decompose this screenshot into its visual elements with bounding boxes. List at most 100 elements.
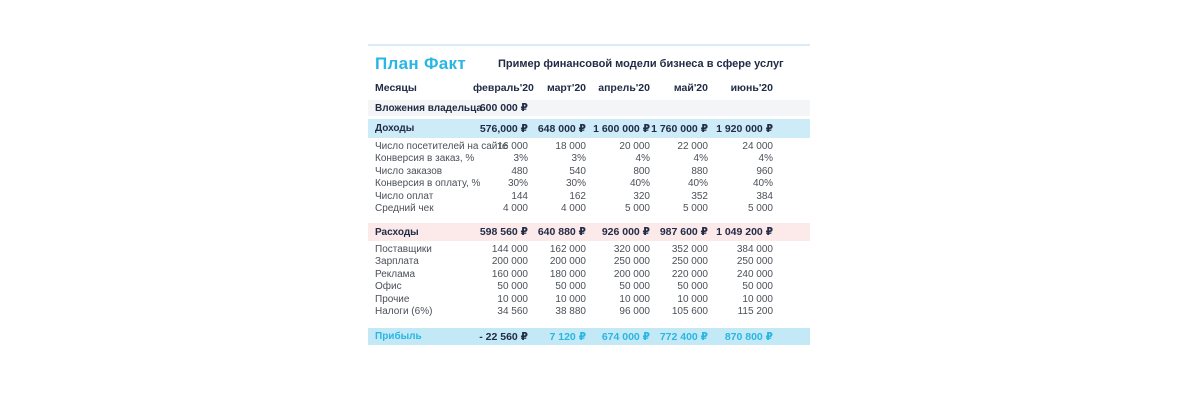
row-label: Число оплат (375, 190, 434, 202)
row-value: 926 000 ₽ (601, 226, 650, 238)
financial-model-sheet: План Факт Пример финансовой модели бизне… (368, 44, 810, 345)
row-value: 16 000 (497, 140, 528, 152)
row-value: 772 400 ₽ (659, 330, 708, 343)
row-value: 352 000 (671, 243, 708, 255)
row-value: 144 000 (491, 243, 528, 255)
row-value: 674 000 ₽ (601, 330, 650, 343)
row-value: 5 000 (747, 203, 773, 215)
row-value: 320 000 (613, 243, 650, 255)
row-label: Расходы (375, 226, 419, 238)
row-label: Поставщики (375, 243, 432, 255)
row-value: 50 000 (742, 281, 773, 293)
row-value: 250 000 (736, 256, 773, 268)
row-value: 320 (633, 190, 650, 202)
table-row-plain: Налоги (6%) 34 560 38 880 96 000 105 600 115 … (368, 306, 810, 319)
month-header: май'20 (673, 82, 708, 94)
row-value: 4% (758, 153, 773, 165)
table-body: Вложения владельца 600 000 ₽ Доходы 576,000… (368, 100, 810, 345)
row-value: 384 (756, 190, 773, 202)
row-value: 250 000 (613, 256, 650, 268)
row-value: 24 000 (742, 140, 773, 152)
row-value: 18 000 (555, 140, 586, 152)
row-label: Вложения владельца (375, 102, 482, 114)
row-value: 22 000 (677, 140, 708, 152)
table-row-plain: Офис 50 000 50 000 50 000 50 000 50 000 (368, 281, 810, 294)
row-value: 480 (511, 165, 528, 177)
table-row-plain: Число оплат 144 162 320 352 384 (368, 190, 810, 203)
table-row-plain: Конверсия в заказ, % 3% 3% 4% 4% 4% (368, 153, 810, 166)
row-value: 1 760 000 ₽ (651, 122, 708, 135)
row-value: 40% (687, 178, 708, 190)
row-value: 960 (756, 165, 773, 177)
table-row-profit: Прибыль - 22 560 ₽ 7 120 ₽ 674 000 ₽ 772 400… (368, 328, 810, 345)
row-value: 10 000 (497, 293, 528, 305)
row-value: 180 000 (549, 268, 586, 280)
row-value: 115 200 (737, 306, 773, 318)
row-value: - 22 560 ₽ (479, 330, 528, 343)
row-value: 1 920 000 ₽ (716, 122, 773, 135)
row-value: 162 000 (549, 243, 586, 255)
table-row-gray: Вложения владельца 600 000 ₽ (368, 100, 810, 116)
row-value: 40% (752, 178, 773, 190)
row-value: 4% (693, 153, 708, 165)
row-value: 5 000 (624, 203, 650, 215)
row-value: 200 000 (549, 256, 586, 268)
row-value: 30% (507, 178, 528, 190)
row-value: 10 000 (677, 293, 708, 305)
month-header: июнь'20 (730, 82, 773, 94)
row-value: 5 000 (682, 203, 708, 215)
row-label: Средний чек (375, 203, 434, 215)
table-row-plain: Конверсия в оплату, % 30% 30% 40% 40% 40% (368, 178, 810, 191)
row-value: 1 049 200 ₽ (716, 226, 773, 238)
row-value: 200 000 (491, 256, 528, 268)
table-row-plain: Прочие 10 000 10 000 10 000 10 000 10 000 (368, 293, 810, 306)
row-value: 34 560 (497, 306, 528, 318)
table-row-plain: Зарплата 200 000 200 000 250 000 250 000 250 … (368, 256, 810, 269)
table-row-plain: Средний чек 4 000 4 000 5 000 5 000 5 000 (368, 203, 810, 216)
row-value: 648 000 ₽ (537, 122, 586, 135)
row-value: 160 000 (491, 268, 528, 280)
table-row-expense: Расходы 598 560 ₽ 640 880 ₽ 926 000 ₽ 987 60… (368, 223, 810, 241)
row-value: 1 600 000 ₽ (593, 122, 650, 135)
table-row-plain: Число заказов 480 540 800 880 960 (368, 165, 810, 178)
page-subtitle: Пример финансовой модели бизнеса в сфере… (497, 58, 784, 70)
table-header-row: Месяцы февраль'20 март'20 апрель'20 май'… (368, 76, 810, 100)
row-value: 240 000 (736, 268, 773, 280)
row-value: 576,000 ₽ (479, 122, 528, 135)
top-accent-line (368, 44, 810, 46)
row-value: 640 880 ₽ (537, 226, 586, 238)
row-value: 3% (571, 153, 586, 165)
row-value: 10 000 (742, 293, 773, 305)
row-value: 20 000 (619, 140, 650, 152)
row-value: 598 560 ₽ (479, 226, 528, 238)
row-value: 987 600 ₽ (659, 226, 708, 238)
row-value: 50 000 (619, 281, 650, 293)
row-label: Налоги (6%) (375, 306, 433, 318)
row-value: 144 (511, 190, 528, 202)
row-label: Число посетителей на сайте (375, 140, 508, 152)
month-header: апрель'20 (598, 82, 650, 94)
row-value: 870 800 ₽ (724, 330, 773, 343)
row-value: 40% (629, 178, 650, 190)
row-label: Офис (375, 281, 402, 293)
row-value: 540 (569, 165, 586, 177)
row-value: 10 000 (619, 293, 650, 305)
row-value: 880 (691, 165, 708, 177)
row-value: 96 000 (619, 306, 650, 318)
row-label: Прочие (375, 293, 410, 305)
row-label: Конверсия в оплату, % (375, 178, 481, 190)
row-value: 105 600 (671, 306, 708, 318)
table-row-plain: Реклама 160 000 180 000 200 000 220 000 240 0… (368, 268, 810, 281)
table-row-income: Доходы 576,000 ₽ 648 000 ₽ 1 600 000 ₽1 760… (368, 119, 810, 138)
table-row-plain: Число посетителей на сайте 16 000 18 000 20… (368, 140, 810, 153)
row-value: 352 (691, 190, 708, 202)
row-label: Реклама (375, 268, 416, 280)
row-value: 10 000 (555, 293, 586, 305)
page-title: План Факт (375, 54, 466, 73)
row-value: 162 (569, 190, 586, 202)
table-row-plain: Поставщики 144 000 162 000 320 000 352 000 38… (368, 243, 810, 256)
row-value: 38 880 (555, 306, 586, 318)
row-value: 200 000 (613, 268, 650, 280)
row-value: 600 000 ₽ (479, 102, 528, 114)
row-label: Конверсия в заказ, % (375, 153, 475, 165)
